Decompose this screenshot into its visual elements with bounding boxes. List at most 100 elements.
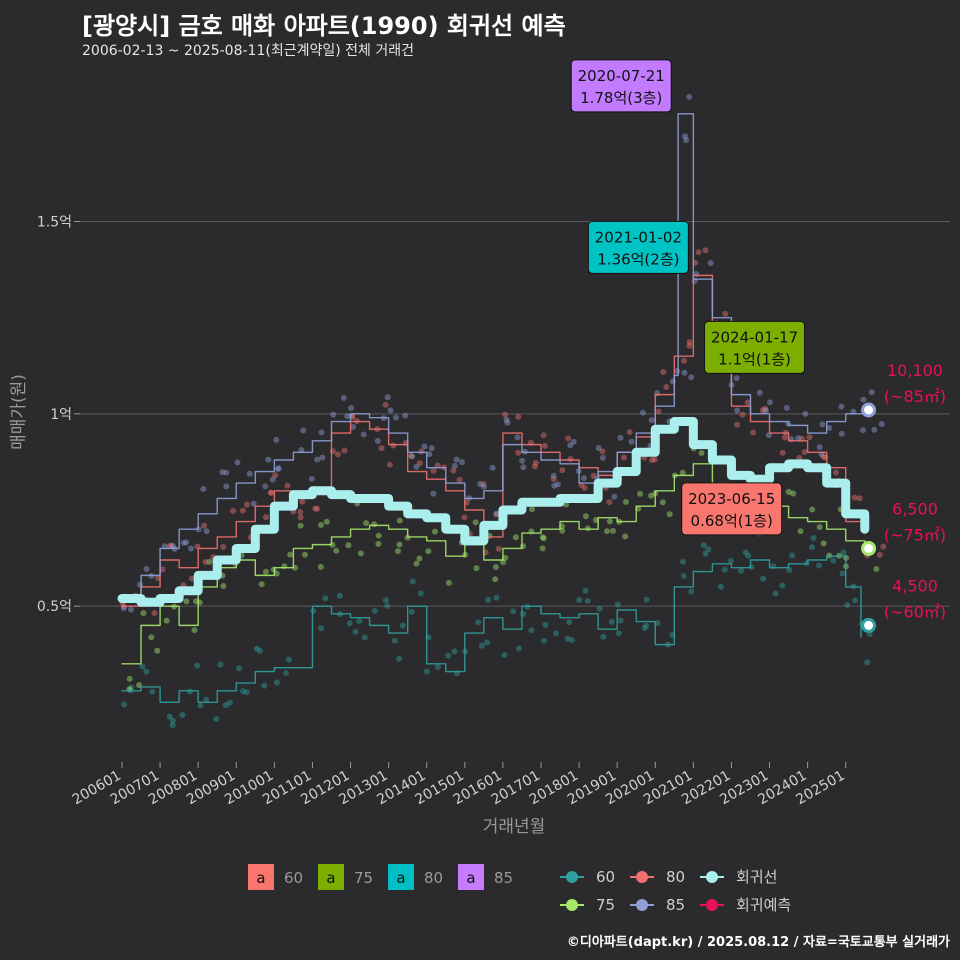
scatter-point bbox=[492, 563, 499, 570]
scatter-point bbox=[217, 661, 224, 668]
y-tick-labels: 0.5억 1억 1.5억 bbox=[37, 215, 72, 616]
scatter-point bbox=[860, 396, 867, 403]
scatter-point bbox=[408, 453, 415, 460]
scatter-point bbox=[169, 717, 176, 724]
scatter-point bbox=[648, 417, 655, 424]
scatter-point bbox=[384, 394, 391, 401]
scatter-point bbox=[779, 582, 786, 589]
scatter-point bbox=[480, 483, 487, 490]
scatter-point bbox=[220, 543, 227, 550]
scatter-point bbox=[790, 490, 797, 497]
scatter-point bbox=[643, 596, 650, 603]
scatter-point bbox=[371, 608, 378, 615]
scatter-point bbox=[243, 501, 250, 508]
legend-box-glyph: a bbox=[256, 869, 265, 887]
scatter-point bbox=[727, 557, 734, 564]
scatter-point bbox=[363, 520, 370, 527]
annotation-box bbox=[587, 220, 689, 274]
scatter-point bbox=[493, 510, 500, 517]
legend-box-label: 85 bbox=[494, 869, 513, 887]
scatter-point bbox=[816, 562, 823, 569]
scatter-point bbox=[430, 490, 437, 497]
scatter-point bbox=[611, 493, 618, 500]
scatter-point bbox=[760, 575, 767, 582]
legend-box-glyph: a bbox=[396, 869, 405, 887]
scatter-point bbox=[503, 416, 510, 423]
scatter-point bbox=[273, 570, 280, 577]
scatter-point bbox=[269, 476, 276, 483]
annotation-box bbox=[704, 320, 806, 374]
scatter-point bbox=[550, 472, 557, 479]
scatter-point bbox=[336, 592, 343, 599]
scatter-point bbox=[567, 456, 574, 463]
scatter-point bbox=[515, 449, 522, 456]
scatter-point bbox=[322, 595, 329, 602]
y-tick-label: 0.5억 bbox=[37, 599, 72, 615]
scatter-point bbox=[308, 475, 315, 482]
scatter-point bbox=[637, 490, 644, 497]
scatter-point bbox=[738, 567, 745, 574]
scatter-point bbox=[739, 411, 746, 418]
scatter-point bbox=[832, 469, 839, 476]
scatter-point bbox=[610, 527, 617, 534]
legend-box-swatch bbox=[248, 864, 274, 890]
scatter-point bbox=[750, 429, 757, 436]
annotation-date: 2024-01-17 bbox=[711, 328, 798, 346]
scatter-point bbox=[554, 481, 561, 488]
scatter-point bbox=[484, 639, 491, 646]
scatter-point bbox=[783, 404, 790, 411]
scatter-point bbox=[387, 407, 394, 414]
scatter-point bbox=[580, 475, 587, 482]
scatter-point bbox=[702, 550, 709, 557]
y-tick-label: 1억 bbox=[50, 407, 72, 423]
scatter-point bbox=[489, 464, 496, 471]
scatter-point bbox=[390, 442, 397, 449]
scatter-point bbox=[268, 489, 275, 496]
scatter-point bbox=[426, 451, 433, 458]
scatter-point bbox=[223, 483, 230, 490]
legend: a 60 a 75 a 80 a 85 60 80 회귀선 75 85 회귀예측 bbox=[248, 864, 791, 914]
legend-line-dot bbox=[706, 871, 718, 883]
scatter-point bbox=[826, 424, 833, 431]
scatter-point bbox=[200, 486, 207, 493]
scatter-point bbox=[191, 627, 198, 634]
scatter-point bbox=[180, 539, 187, 546]
scatter-point bbox=[201, 522, 208, 529]
scatter-point bbox=[570, 438, 577, 445]
scatter-point bbox=[648, 457, 655, 464]
scatter-point bbox=[520, 464, 527, 471]
scatter-point bbox=[654, 620, 661, 627]
scatter-point bbox=[236, 665, 243, 672]
scatter-point bbox=[698, 450, 705, 457]
scatter-point bbox=[318, 625, 325, 632]
scatter-point bbox=[348, 404, 355, 411]
scatter-point bbox=[566, 619, 573, 626]
scatter-point bbox=[453, 456, 460, 463]
forecast-marker bbox=[861, 402, 877, 418]
scatter-point bbox=[802, 410, 809, 417]
scatter-point bbox=[143, 565, 150, 572]
scatter-point bbox=[472, 519, 479, 526]
scatter-point bbox=[806, 434, 813, 441]
scatter-point bbox=[375, 540, 382, 547]
scatter-point bbox=[402, 412, 409, 419]
scatter-point bbox=[430, 467, 437, 474]
scatter-point bbox=[531, 463, 538, 470]
scatter-point bbox=[409, 578, 416, 585]
scatter-point bbox=[434, 664, 441, 671]
scatter-point bbox=[838, 430, 845, 437]
scatter-point bbox=[334, 451, 341, 458]
scatter-point bbox=[512, 534, 519, 541]
scatter-point bbox=[686, 342, 693, 349]
scatter-point bbox=[148, 634, 155, 641]
scatter-point bbox=[606, 518, 613, 525]
scatter-point bbox=[617, 617, 624, 624]
scatter-point bbox=[622, 533, 629, 540]
scatter-point bbox=[639, 409, 646, 416]
scatter-point bbox=[528, 627, 535, 634]
scatter-point bbox=[396, 541, 403, 548]
scatter-point bbox=[542, 621, 549, 628]
scatter-point bbox=[680, 573, 687, 580]
scatter-point bbox=[323, 518, 330, 525]
scatter-point bbox=[707, 260, 714, 267]
